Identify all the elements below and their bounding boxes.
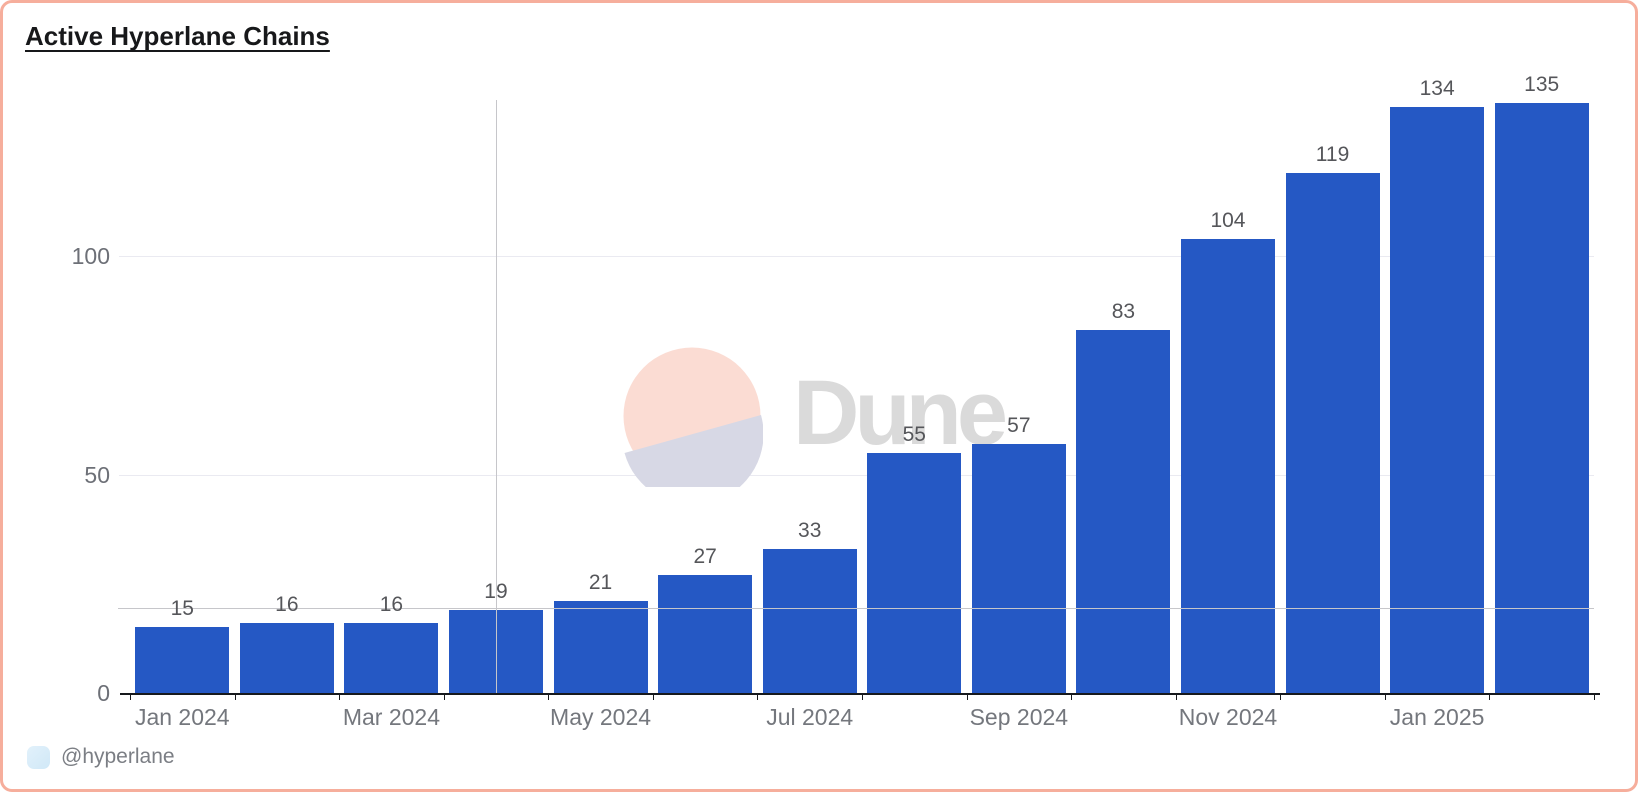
x-axis-tick-label: May 2024 <box>550 704 652 730</box>
bar-value-label: 57 <box>1007 413 1031 437</box>
bar[interactable] <box>1390 107 1485 693</box>
bar-value-label: 119 <box>1315 142 1350 166</box>
x-axis-tick-mark <box>548 695 550 700</box>
y-axis-tick-label: 0 <box>97 680 110 706</box>
bar[interactable] <box>239 623 334 693</box>
bar-value-label: 16 <box>275 593 299 617</box>
bar-value-label: 83 <box>1111 300 1136 324</box>
chart-footer: @hyperlane <box>27 744 175 770</box>
bar[interactable] <box>658 575 753 693</box>
x-axis-tick-label: Jan 2024 <box>134 704 230 730</box>
bar-value-label: 55 <box>902 422 926 446</box>
bar-value-label: 135 <box>1524 73 1560 97</box>
bar[interactable] <box>1076 330 1171 693</box>
y-axis-tick-label: 100 <box>71 243 110 269</box>
y-gridline <box>119 256 1594 257</box>
bar[interactable] <box>971 443 1066 693</box>
bar[interactable] <box>867 452 962 693</box>
bar-value-label: 19 <box>484 579 508 603</box>
dune-watermark: Dune <box>623 347 1043 487</box>
x-axis-tick-mark <box>757 695 759 700</box>
bar-value-label: 16 <box>379 593 404 617</box>
x-axis-line <box>120 693 1600 695</box>
bar-chart-plot-area: Dune 0 50 100 15 16 16 19 21 27 33 55 57 83 104 119 134… <box>3 3 1635 789</box>
bar[interactable] <box>553 601 648 693</box>
bar-value-label: 134 <box>1419 77 1455 101</box>
x-axis-tick-mark <box>1071 695 1073 700</box>
x-axis-tick-label: Sep 2024 <box>969 704 1069 730</box>
bar[interactable] <box>1180 238 1275 693</box>
y-gridline <box>119 474 1594 476</box>
crosshair-vertical-line <box>495 100 497 693</box>
x-axis-tick-mark <box>652 695 654 700</box>
x-axis-tick-mark <box>966 695 968 700</box>
dune-wordmark: Dune <box>793 362 1008 464</box>
bar[interactable] <box>344 623 439 693</box>
author-handle-link[interactable]: @hyperlane <box>61 745 175 768</box>
x-axis-tick-mark <box>443 695 445 700</box>
author-avatar <box>27 745 50 769</box>
y-axis-tick-label: 50 <box>84 461 110 488</box>
x-axis-tick-mark <box>339 695 341 700</box>
chart-title: Active Hyperlane Chains <box>25 21 330 51</box>
bar-value-label: 15 <box>170 597 194 621</box>
x-axis-tick-label: Mar 2024 <box>342 704 440 730</box>
bar[interactable] <box>1494 103 1589 693</box>
x-axis-tick-mark <box>130 695 131 700</box>
bar[interactable] <box>135 627 230 693</box>
bar[interactable] <box>762 548 857 693</box>
x-axis-tick-label: Jul 2024 <box>766 704 854 730</box>
bar-value-label: 27 <box>693 545 717 568</box>
crosshair-horizontal-line <box>118 607 1594 609</box>
x-axis-tick-label: Nov 2024 <box>1178 704 1278 730</box>
x-axis-tick-mark <box>1175 695 1177 700</box>
x-axis-tick-mark <box>1280 695 1282 700</box>
bar-value-label: 104 <box>1210 208 1246 232</box>
dune-logo-icon <box>623 347 763 487</box>
x-axis-tick-mark <box>1384 695 1386 700</box>
x-axis-tick-label: Jan 2025 <box>1389 704 1485 730</box>
x-axis-tick-mark <box>1489 695 1491 700</box>
x-axis-tick-mark <box>1593 695 1595 700</box>
bar-value-label: 33 <box>798 518 822 542</box>
x-axis-tick-mark <box>234 695 236 700</box>
bar-value-label: 21 <box>588 571 613 595</box>
bar[interactable] <box>1285 172 1380 693</box>
x-axis-tick-mark <box>861 695 863 700</box>
